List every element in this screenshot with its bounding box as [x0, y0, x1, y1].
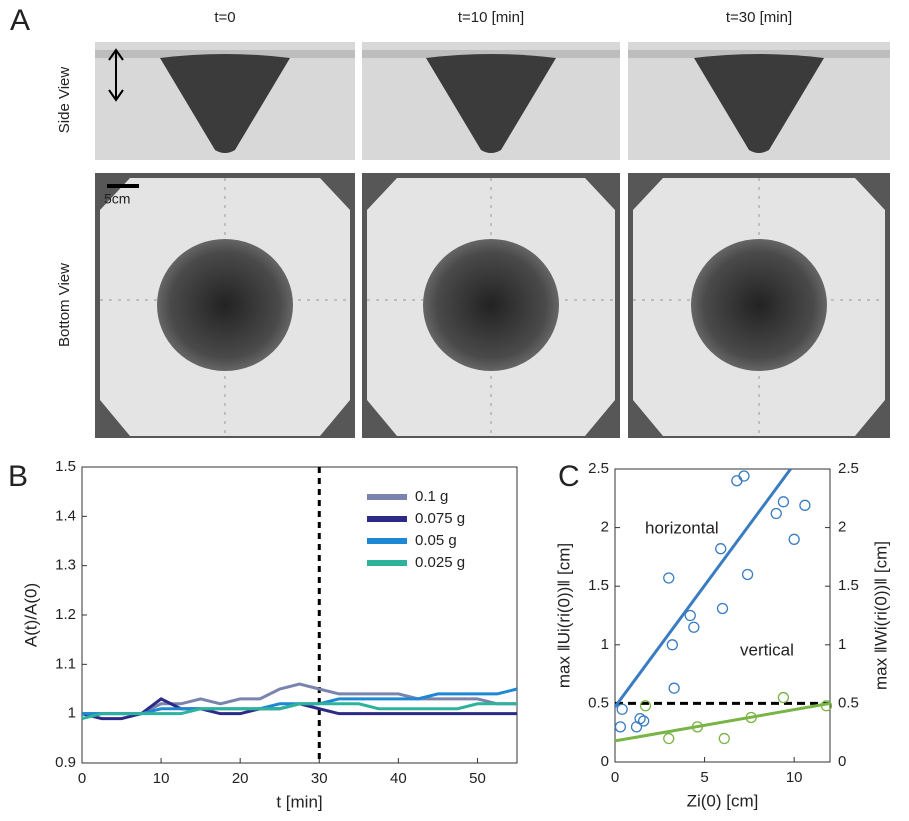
point	[777, 691, 790, 704]
fit-line	[613, 468, 792, 708]
y2-tick-label: 0.5	[838, 694, 859, 711]
point	[663, 572, 675, 584]
column-title: t=10 [min]	[458, 9, 524, 26]
point	[688, 621, 700, 633]
y2-tick-label: 2	[838, 519, 846, 536]
scale-bar-label: 5cm	[104, 191, 130, 207]
y-axis-label: A(t)/A(0)	[21, 583, 40, 647]
point	[666, 639, 678, 651]
x-axis-label: Zi(0) [cm]	[687, 791, 759, 810]
y-tick-label: 1	[601, 636, 609, 653]
point	[638, 715, 650, 727]
x-tick-label: 0	[78, 770, 86, 787]
bottom-cluster	[157, 239, 293, 371]
panel-label: C	[558, 460, 580, 493]
point	[788, 533, 800, 545]
y-tick-label: 2.5	[588, 460, 609, 477]
y-tick-label: 1.1	[55, 655, 76, 672]
point	[770, 507, 782, 520]
y2-tick-label: 1	[838, 636, 846, 653]
x-tick-label: 10	[153, 770, 170, 787]
arrow-head	[108, 48, 124, 102]
series-line	[82, 682, 517, 716]
point	[799, 499, 811, 511]
legend-label: 0.1 g	[415, 488, 448, 505]
fit-line	[614, 701, 831, 743]
point	[663, 732, 675, 745]
y-tick-label: 2	[601, 519, 609, 536]
y2-axis-label: max ‖Wi(ri(0))‖ [cm]	[871, 541, 890, 690]
bottom-cluster	[423, 239, 559, 371]
column-title: t=0	[214, 9, 235, 26]
legend-label: 0.025 g	[415, 554, 465, 571]
y2-tick-label: 2.5	[838, 460, 859, 477]
y-tick-label: 1.5	[588, 577, 609, 594]
legend-label: 0.075 g	[415, 510, 465, 527]
y-tick-label: 0.5	[588, 694, 609, 711]
point	[715, 543, 727, 555]
point	[614, 721, 627, 733]
x-tick-label: 0	[611, 769, 619, 786]
x-axis-label: t [min]	[276, 792, 322, 811]
y-tick-label: 1.5	[55, 458, 76, 475]
scale-bar	[107, 184, 139, 188]
x-tick-label: 10	[786, 769, 803, 786]
point	[777, 496, 790, 508]
y2-tick-label: 0	[838, 753, 846, 770]
row-label: Bottom View	[56, 263, 73, 347]
point	[616, 703, 628, 715]
y-tick-label: 1.4	[55, 507, 76, 524]
point	[634, 712, 646, 725]
row-label: Side View	[56, 67, 73, 134]
bottom-cluster	[691, 239, 827, 371]
point	[684, 609, 696, 622]
panel-label: A	[10, 4, 30, 37]
side-cluster	[694, 54, 824, 153]
y-tick-label: 0.9	[55, 754, 76, 771]
point	[639, 700, 652, 712]
y-tick-label: 1	[68, 705, 76, 722]
y-tick-label: 1.3	[55, 557, 76, 574]
series-annotation: vertical	[740, 640, 794, 659]
point	[738, 470, 750, 482]
x-tick-label: 30	[311, 770, 328, 787]
panel-label: B	[8, 460, 28, 493]
x-tick-label: 20	[232, 770, 249, 787]
side-cluster	[426, 54, 556, 153]
series-annotation: horizontal	[645, 518, 719, 537]
y-axis-label: max ‖Ui(ri(0))‖ [cm]	[554, 543, 573, 688]
photos	[95, 42, 890, 438]
y-tick-label: 1.2	[55, 606, 76, 623]
column-title: t=30 [min]	[726, 9, 792, 26]
point	[731, 475, 743, 487]
legend-label: 0.05 g	[415, 532, 457, 549]
x-tick-label: 5	[700, 769, 708, 786]
y-tick-label: 0	[601, 753, 609, 770]
point	[668, 682, 680, 694]
x-tick-label: 40	[390, 770, 407, 787]
point	[716, 602, 729, 615]
x-tick-label: 50	[469, 770, 486, 787]
point	[741, 568, 754, 581]
y2-tick-label: 1.5	[838, 577, 859, 594]
point	[718, 732, 730, 745]
side-cluster	[160, 54, 290, 153]
plot-frame	[614, 468, 831, 763]
series-line	[81, 702, 517, 721]
